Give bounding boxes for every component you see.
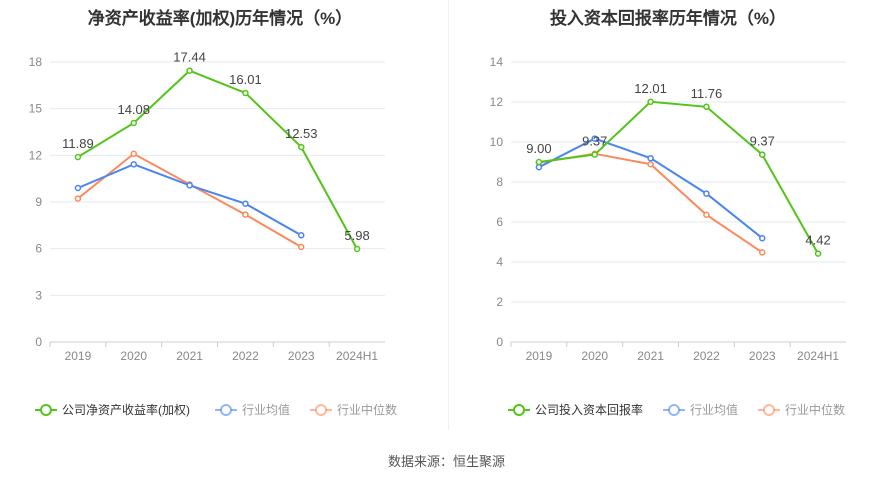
legend-item-0[interactable]: 公司投入资本回报率 (535, 402, 643, 417)
x-tick-label: 2024H1 (336, 349, 378, 363)
y-tick-label: 4 (496, 255, 503, 269)
legend-marker-icon (763, 404, 775, 416)
data-point (647, 98, 654, 106)
data-point (703, 103, 710, 111)
x-tick-label: 2022 (693, 349, 720, 363)
data-label: 9.00 (526, 141, 551, 156)
legend-item-2[interactable]: 行业中位数 (337, 402, 397, 417)
x-tick-label: 2020 (120, 349, 147, 363)
data-point (703, 211, 710, 219)
x-tick-label: 2019 (526, 349, 553, 363)
legend-item-1[interactable]: 行业均值 (690, 402, 738, 417)
legend-marker-icon (668, 404, 680, 416)
data-point (74, 184, 82, 192)
x-tick-label: 2020 (581, 349, 608, 363)
data-point (759, 151, 766, 158)
series-line-1 (77, 163, 302, 237)
y-tick-label: 3 (35, 288, 42, 302)
data-point (535, 158, 543, 166)
y-tick-label: 10 (490, 135, 504, 149)
x-tick-label: 2022 (232, 349, 259, 363)
chart-title-roe: 净资产收益率(加权)历年情况（%） (87, 9, 353, 28)
divider (448, 0, 449, 430)
y-tick-label: 2 (496, 295, 503, 309)
series-line-0 (538, 100, 819, 255)
x-tick-label: 2021 (176, 349, 203, 363)
legend-item-1[interactable]: 行业均值 (242, 402, 290, 417)
y-tick-label: 0 (496, 335, 503, 349)
data-point (591, 151, 598, 158)
y-tick-label: 15 (29, 102, 43, 116)
series-line-0 (77, 69, 358, 250)
legend-item-0[interactable]: 公司净资产收益率(加权) (62, 402, 190, 417)
legend-item-2[interactable]: 行业中位数 (785, 402, 845, 417)
x-tick-label: 2023 (288, 349, 315, 363)
data-point (242, 200, 249, 207)
chart-title-roic: 投入资本回报率历年情况（%） (549, 9, 787, 28)
y-tick-label: 18 (29, 55, 43, 69)
y-tick-label: 12 (490, 95, 504, 109)
data-source: 数据来源：恒生聚源 (387, 454, 505, 469)
data-point (242, 89, 249, 97)
x-tick-label: 2021 (637, 349, 664, 363)
data-point (703, 190, 710, 197)
y-tick-label: 9 (35, 195, 42, 209)
series-line-1 (538, 137, 763, 239)
series-line-2 (538, 152, 763, 254)
data-point (242, 211, 249, 218)
data-point (535, 163, 543, 171)
data-point (130, 161, 137, 168)
data-point (186, 67, 193, 74)
legend-marker-icon (220, 404, 232, 416)
data-label: 9.37 (750, 134, 775, 149)
x-tick-label: 2023 (749, 349, 776, 363)
series-line-2 (77, 152, 302, 248)
y-tick-label: 0 (35, 335, 42, 349)
data-label: 17.44 (173, 50, 206, 65)
data-point (298, 143, 305, 151)
y-tick-label: 14 (490, 55, 504, 69)
y-tick-label: 12 (29, 148, 43, 162)
roic-chart: 0 2 4 6 8 10 12 14 2019 2020 2021 2022 2023 2024H1 9.0… (490, 55, 846, 417)
data-point (759, 234, 766, 242)
data-point (814, 250, 822, 257)
x-tick-label: 2019 (65, 349, 92, 363)
data-label: 5.98 (344, 228, 369, 243)
data-point (130, 119, 137, 127)
data-point (186, 182, 193, 189)
data-label: 14.08 (117, 102, 150, 117)
data-label: 9.37 (582, 134, 607, 149)
data-point (353, 245, 361, 253)
data-label: 11.76 (691, 86, 723, 101)
data-point (74, 195, 82, 202)
legend-marker-icon (315, 404, 327, 416)
data-point (759, 249, 766, 256)
data-point (130, 150, 137, 158)
data-point (647, 160, 654, 168)
data-label: 11.89 (62, 136, 94, 151)
x-tick-label: 2024H1 (797, 349, 839, 363)
data-label: 4.42 (805, 233, 830, 248)
data-point (298, 232, 305, 239)
data-label: 12.01 (634, 81, 667, 96)
data-point (591, 135, 598, 142)
roe-chart: 0 3 6 9 12 15 18 2019 2020 2021 2022 2023 2024H1 11.8… (29, 50, 397, 417)
legend-marker-icon (513, 404, 525, 416)
data-point (74, 153, 82, 161)
y-tick-label: 6 (496, 215, 503, 229)
data-point (647, 154, 654, 162)
data-label: 16.01 (229, 72, 262, 87)
y-tick-label: 6 (35, 242, 42, 256)
data-point (298, 243, 305, 251)
legend-marker-icon (40, 404, 52, 416)
y-tick-label: 8 (496, 175, 503, 189)
data-label: 12.53 (285, 126, 318, 141)
